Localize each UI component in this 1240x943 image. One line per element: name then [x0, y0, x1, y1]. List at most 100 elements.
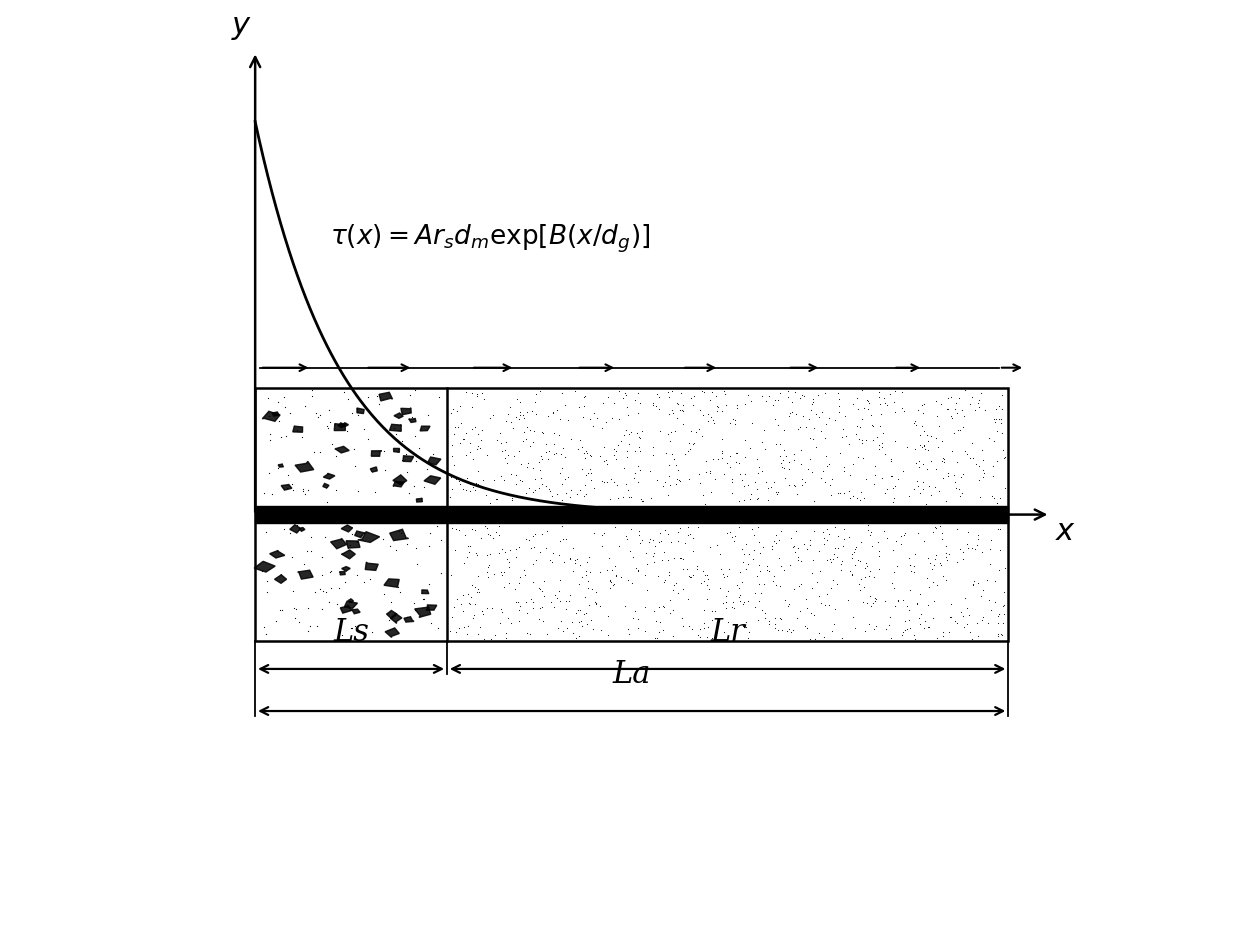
Point [327, 596, 347, 611]
Point [804, 493, 823, 508]
Point [518, 455, 538, 471]
Point [831, 563, 851, 578]
Point [839, 484, 859, 499]
Point [655, 599, 675, 614]
Point [673, 562, 693, 577]
Point [423, 446, 443, 461]
Point [259, 466, 279, 481]
Point [980, 556, 999, 571]
Point [739, 624, 759, 639]
Point [764, 534, 784, 549]
Point [795, 537, 815, 552]
Point [882, 452, 901, 467]
Point [580, 461, 600, 476]
Point [749, 594, 769, 609]
Point [838, 593, 858, 608]
Point [496, 631, 516, 646]
Point [667, 472, 687, 487]
Point [911, 419, 931, 434]
Point [913, 475, 932, 490]
Point [466, 389, 486, 404]
Point [496, 435, 516, 450]
Point [866, 594, 885, 609]
Point [366, 484, 386, 499]
Point [467, 438, 487, 454]
Point [560, 552, 580, 567]
Point [774, 460, 794, 475]
Point [497, 610, 517, 625]
Point [556, 398, 575, 413]
Point [826, 601, 846, 616]
Point [994, 585, 1014, 600]
Point [283, 583, 303, 598]
Point [315, 530, 335, 545]
Point [749, 557, 769, 572]
Point [257, 585, 277, 600]
Point [622, 550, 642, 565]
Point [968, 527, 988, 542]
Point [854, 580, 874, 595]
Point [988, 616, 1008, 631]
Point [551, 466, 570, 481]
Point [458, 471, 477, 486]
Point [298, 601, 317, 616]
Point [598, 474, 618, 489]
Point [603, 410, 622, 425]
Point [844, 557, 864, 572]
Point [593, 538, 613, 554]
Point [897, 598, 916, 613]
Point [730, 587, 750, 603]
Point [317, 419, 337, 434]
Point [734, 492, 754, 507]
Point [630, 439, 650, 455]
Point [645, 545, 665, 560]
Point [300, 618, 320, 633]
Point [913, 456, 932, 472]
Point [587, 410, 606, 425]
Point [918, 550, 937, 565]
Point [443, 402, 463, 417]
Point [981, 603, 1001, 618]
Point [497, 552, 517, 567]
Point [868, 535, 888, 550]
Point [681, 423, 701, 438]
Point [815, 530, 835, 545]
Polygon shape [393, 448, 399, 453]
Point [924, 558, 944, 573]
Point [899, 613, 919, 628]
Point [754, 577, 774, 592]
Point [712, 445, 732, 460]
Point [517, 605, 537, 620]
Point [515, 568, 534, 583]
Point [965, 573, 985, 588]
Point [606, 568, 626, 583]
Polygon shape [366, 562, 378, 571]
Point [511, 598, 531, 613]
Point [720, 525, 740, 540]
Point [909, 453, 929, 468]
Point [572, 619, 591, 634]
Point [273, 603, 293, 618]
Point [544, 600, 564, 615]
Point [601, 574, 621, 589]
Point [960, 451, 980, 466]
Point [987, 454, 1007, 469]
Point [857, 392, 877, 407]
Point [771, 612, 791, 627]
Point [613, 489, 632, 505]
Point [662, 403, 682, 418]
Point [454, 432, 474, 447]
Point [449, 522, 469, 538]
Point [791, 576, 811, 591]
Point [699, 466, 719, 481]
Point [972, 609, 992, 624]
Point [954, 420, 973, 435]
Point [911, 439, 931, 455]
Point [480, 410, 500, 425]
Point [505, 581, 525, 596]
Point [963, 577, 983, 592]
Point [625, 392, 645, 407]
Point [563, 626, 583, 641]
Polygon shape [389, 529, 408, 540]
Point [722, 529, 742, 544]
